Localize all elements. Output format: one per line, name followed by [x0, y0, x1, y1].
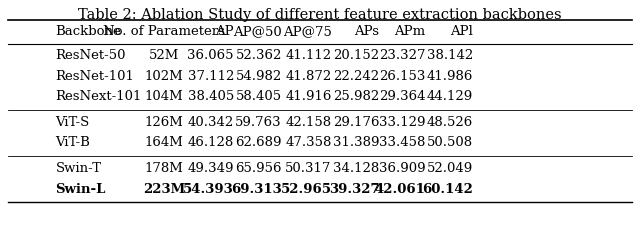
Text: ResNet-101: ResNet-101 — [56, 70, 134, 83]
Text: 41.916: 41.916 — [285, 90, 332, 103]
Text: AP@50: AP@50 — [233, 25, 282, 39]
Text: 50.317: 50.317 — [285, 162, 332, 175]
Text: 69.313: 69.313 — [231, 183, 282, 196]
Text: 41.986: 41.986 — [426, 70, 473, 83]
Text: Swin-L: Swin-L — [56, 183, 106, 196]
Text: APs: APs — [355, 25, 380, 39]
Text: ResNext-101: ResNext-101 — [56, 90, 142, 103]
Text: AP: AP — [215, 25, 234, 39]
Text: 42.061: 42.061 — [374, 183, 425, 196]
Text: APl: APl — [450, 25, 473, 39]
Text: 54.982: 54.982 — [236, 70, 282, 83]
Text: 44.129: 44.129 — [427, 90, 473, 103]
Text: 36.065: 36.065 — [188, 49, 234, 62]
Text: 33.129: 33.129 — [379, 116, 425, 129]
Text: 102M: 102M — [145, 70, 183, 83]
Text: AP@75: AP@75 — [283, 25, 332, 39]
Text: 41.872: 41.872 — [285, 70, 332, 83]
Text: Backbone: Backbone — [56, 25, 122, 39]
Text: 42.158: 42.158 — [285, 116, 332, 129]
Text: 41.112: 41.112 — [285, 49, 332, 62]
Text: 59.763: 59.763 — [235, 116, 282, 129]
Text: 20.152: 20.152 — [333, 49, 380, 62]
Text: ViT-B: ViT-B — [56, 136, 90, 149]
Text: 52M: 52M — [148, 49, 179, 62]
Text: 49.349: 49.349 — [188, 162, 234, 175]
Text: 36.909: 36.909 — [378, 162, 425, 175]
Text: 38.142: 38.142 — [427, 49, 473, 62]
Text: 58.405: 58.405 — [236, 90, 282, 103]
Text: 29.176: 29.176 — [333, 116, 380, 129]
Text: 164M: 164M — [145, 136, 183, 149]
Text: 48.526: 48.526 — [427, 116, 473, 129]
Text: 223M: 223M — [143, 183, 185, 196]
Text: 52.362: 52.362 — [236, 49, 282, 62]
Text: Table 2: Ablation Study of different feature extraction backbones: Table 2: Ablation Study of different fea… — [78, 8, 562, 22]
Text: 52.965: 52.965 — [280, 183, 332, 196]
Text: APm: APm — [394, 25, 425, 39]
Text: 60.142: 60.142 — [422, 183, 473, 196]
Text: 37.112: 37.112 — [188, 70, 234, 83]
Text: 26.153: 26.153 — [379, 70, 425, 83]
Text: 33.458: 33.458 — [379, 136, 425, 149]
Text: 29.364: 29.364 — [379, 90, 425, 103]
Text: 65.956: 65.956 — [236, 162, 282, 175]
Text: ResNet-50: ResNet-50 — [56, 49, 126, 62]
Text: 39.327: 39.327 — [328, 183, 380, 196]
Text: 40.342: 40.342 — [188, 116, 234, 129]
Text: 23.327: 23.327 — [379, 49, 425, 62]
Text: 62.689: 62.689 — [236, 136, 282, 149]
Text: 50.508: 50.508 — [427, 136, 473, 149]
Text: 25.982: 25.982 — [333, 90, 380, 103]
Text: 46.128: 46.128 — [188, 136, 234, 149]
Text: No. of Parameters: No. of Parameters — [103, 25, 225, 39]
Text: 104M: 104M — [145, 90, 183, 103]
Text: 31.389: 31.389 — [333, 136, 380, 149]
Text: 22.242: 22.242 — [333, 70, 380, 83]
Text: 38.405: 38.405 — [188, 90, 234, 103]
Text: 178M: 178M — [145, 162, 183, 175]
Text: Swin-T: Swin-T — [56, 162, 102, 175]
Text: 54.393: 54.393 — [183, 183, 234, 196]
Text: ViT-S: ViT-S — [56, 116, 90, 129]
Text: 126M: 126M — [145, 116, 183, 129]
Text: 47.358: 47.358 — [285, 136, 332, 149]
Text: 34.128: 34.128 — [333, 162, 380, 175]
Text: 52.049: 52.049 — [427, 162, 473, 175]
